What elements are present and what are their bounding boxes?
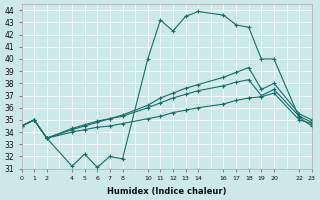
X-axis label: Humidex (Indice chaleur): Humidex (Indice chaleur): [107, 187, 227, 196]
